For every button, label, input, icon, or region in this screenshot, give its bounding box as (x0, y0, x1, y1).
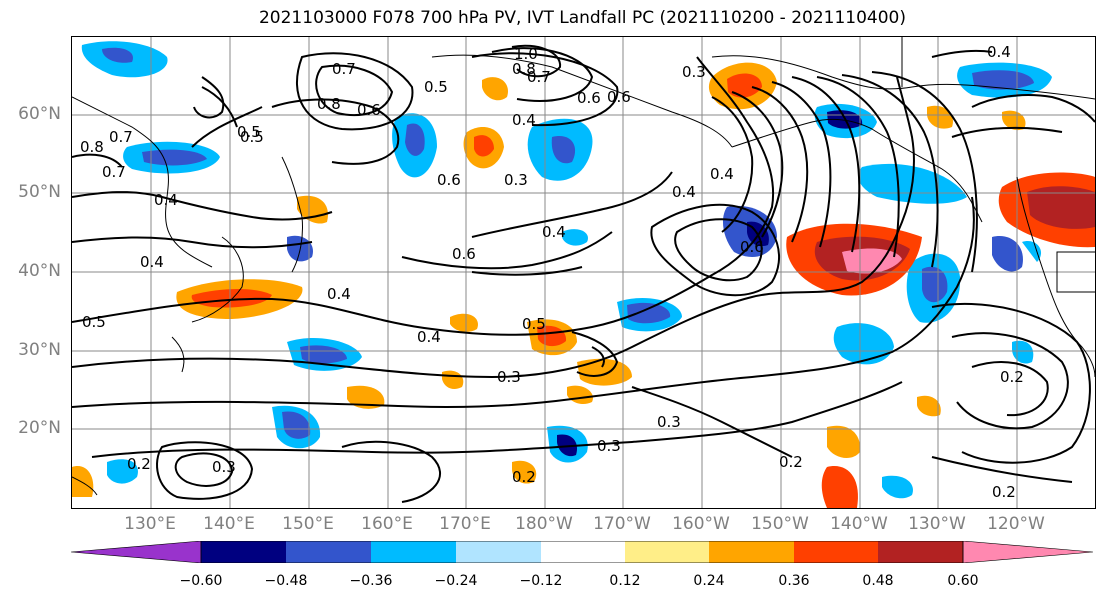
contour-label: 0.4 (710, 165, 734, 183)
colorbar-segment (541, 541, 625, 563)
contour-label: 0.6 (452, 245, 476, 263)
contour-label: 0.4 (417, 328, 441, 346)
colorbar-tick: −0.60 (179, 573, 223, 589)
lon-label: 150°E (282, 514, 334, 534)
colorbar-tick: 0.48 (862, 573, 894, 589)
colorbar-tick: −0.48 (264, 573, 308, 589)
contour-label: 0.5 (522, 315, 546, 333)
colorbar-tick: −0.12 (519, 573, 563, 589)
contour-label: 0.2 (127, 455, 151, 473)
contour-label: 0.8 (512, 60, 536, 78)
contour-label: 0.3 (504, 171, 528, 189)
contour-labels: 1.0 0.8 0.7 0.7 0.8 0.6 0.5 0.4 0.7 0.5 … (80, 43, 1024, 501)
lat-label: 20°N (18, 418, 61, 438)
lon-label: 150°W (751, 514, 809, 534)
contour-label: 0.3 (497, 368, 521, 386)
colorbar-tick: −0.36 (349, 573, 393, 589)
contour-label: 0.8 (317, 95, 341, 113)
ivt-contours (72, 44, 1095, 503)
map-title: 2021103000 F078 700 hPa PV, IVT Landfall… (258, 8, 906, 28)
contour-label: 0.4 (327, 285, 351, 303)
contour-label: 0.4 (542, 223, 566, 241)
contour-label: 0.6 (437, 171, 461, 189)
colorbar-segment (201, 541, 286, 563)
contour-label: 0.3 (597, 437, 621, 455)
lat-label: 30°N (18, 340, 61, 360)
contour-label: 1.0 (514, 45, 538, 63)
lon-label: 180°W (515, 514, 573, 534)
contour-label: 0.7 (332, 60, 356, 78)
contour-label: 0.7 (102, 163, 126, 181)
coastlines (72, 37, 1095, 496)
contour-label: 0.4 (987, 43, 1011, 61)
contour-label: 0.3 (657, 413, 681, 431)
contour-label: 0.6 (740, 238, 764, 256)
map-canvas: 1.0 0.8 0.7 0.7 0.8 0.6 0.5 0.4 0.7 0.5 … (72, 37, 1095, 508)
contour-label: 0.2 (992, 483, 1016, 501)
colorbar-tick: −0.24 (434, 573, 478, 589)
colorbar-segment (962, 541, 1094, 563)
contour-label: 0.4 (672, 183, 696, 201)
colorbar-segment (71, 541, 202, 563)
map-panel: 1.0 0.8 0.7 0.7 0.8 0.6 0.5 0.4 0.7 0.5 … (71, 36, 1096, 509)
colorbar-segment (709, 541, 794, 563)
pv-shading (72, 41, 1095, 508)
colorbar-segment (794, 541, 878, 563)
colorbar-tick: 0.60 (947, 573, 979, 589)
contour-label: 0.6 (577, 89, 601, 107)
lon-label: 120°W (987, 514, 1045, 534)
lon-label: 160°E (361, 514, 413, 534)
contour-label: 0.6 (607, 88, 631, 106)
contour-label: 0.4 (154, 191, 178, 209)
contour-label: 0.4 (140, 253, 164, 271)
contour-label: 0.5 (237, 123, 261, 141)
colorbar-tick: 0.36 (778, 573, 810, 589)
contour-label: 0.3 (212, 458, 236, 476)
colorbar-segment (878, 541, 963, 563)
colorbar (71, 541, 1094, 563)
contour-label: 0.5 (240, 128, 264, 146)
lat-label: 50°N (18, 182, 61, 202)
lon-label: 160°W (672, 514, 730, 534)
lon-label: 170°E (439, 514, 491, 534)
lat-label: 60°N (18, 104, 61, 124)
lon-label: 130°W (908, 514, 966, 534)
contour-label: 0.7 (109, 128, 133, 146)
colorbar-tick: 0.24 (693, 573, 725, 589)
contour-label: 0.8 (80, 138, 104, 156)
contour-label: 0.5 (424, 78, 448, 96)
colorbar-segment (286, 541, 371, 563)
contour-label: 0.3 (682, 63, 706, 81)
contour-label: 0.7 (527, 68, 551, 86)
colorbar-segment (625, 541, 709, 563)
colorbar-segment (371, 541, 456, 563)
colorbar-tick: 0.12 (609, 573, 641, 589)
contour-label: 0.4 (512, 111, 536, 129)
lat-label: 40°N (18, 261, 61, 281)
contour-label: 0.2 (1000, 368, 1024, 386)
lon-label: 170°W (593, 514, 651, 534)
lon-label: 140°E (203, 514, 255, 534)
lon-label: 130°E (124, 514, 176, 534)
contour-label: 0.2 (779, 453, 803, 471)
contour-label: 0.5 (82, 313, 106, 331)
lon-label: 140°W (830, 514, 888, 534)
contour-label: 0.6 (357, 101, 381, 119)
contour-label: 0.2 (512, 468, 536, 486)
colorbar-segment (456, 541, 541, 563)
